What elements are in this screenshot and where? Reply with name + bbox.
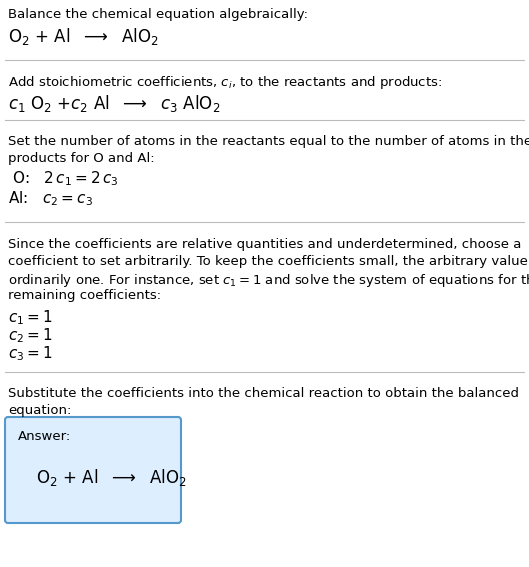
Text: Substitute the coefficients into the chemical reaction to obtain the balanced: Substitute the coefficients into the che… [8, 387, 519, 400]
Text: $c_2 = 1$: $c_2 = 1$ [8, 326, 52, 345]
Text: $c_3 = 1$: $c_3 = 1$ [8, 344, 52, 363]
Text: Set the number of atoms in the reactants equal to the number of atoms in the: Set the number of atoms in the reactants… [8, 135, 529, 148]
Text: Balance the chemical equation algebraically:: Balance the chemical equation algebraica… [8, 8, 308, 21]
Text: Answer:: Answer: [18, 430, 71, 443]
Text: $c_1$ $\mathregular{O_2}$ $+ c_2$ Al  $\longrightarrow$  $c_3$ $\mathregular{AlO: $c_1$ $\mathregular{O_2}$ $+ c_2$ Al $\l… [8, 93, 220, 114]
Text: coefficient to set arbitrarily. To keep the coefficients small, the arbitrary va: coefficient to set arbitrarily. To keep … [8, 255, 529, 268]
FancyBboxPatch shape [5, 417, 181, 523]
Text: Al:   $c_2 = c_3$: Al: $c_2 = c_3$ [8, 189, 93, 208]
Text: remaining coefficients:: remaining coefficients: [8, 289, 161, 302]
Text: products for O and Al:: products for O and Al: [8, 152, 154, 165]
Text: Add stoichiometric coefficients, $c_i$, to the reactants and products:: Add stoichiometric coefficients, $c_i$, … [8, 74, 442, 91]
Text: ordinarily one. For instance, set $c_1 = 1$ and solve the system of equations fo: ordinarily one. For instance, set $c_1 =… [8, 272, 529, 289]
Text: $\mathregular{O_2}$ $+$ Al  $\longrightarrow$  $\mathregular{AlO_2}$: $\mathregular{O_2}$ $+$ Al $\longrightar… [36, 468, 187, 489]
Text: $\mathregular{O_2}$ $+$ Al  $\longrightarrow$  $\mathregular{AlO_2}$: $\mathregular{O_2}$ $+$ Al $\longrightar… [8, 26, 159, 47]
Text: Since the coefficients are relative quantities and underdetermined, choose a: Since the coefficients are relative quan… [8, 238, 522, 251]
Text: equation:: equation: [8, 404, 71, 417]
Text: O:   $2\,c_1 = 2\,c_3$: O: $2\,c_1 = 2\,c_3$ [12, 169, 118, 188]
Text: $c_1 = 1$: $c_1 = 1$ [8, 308, 52, 327]
